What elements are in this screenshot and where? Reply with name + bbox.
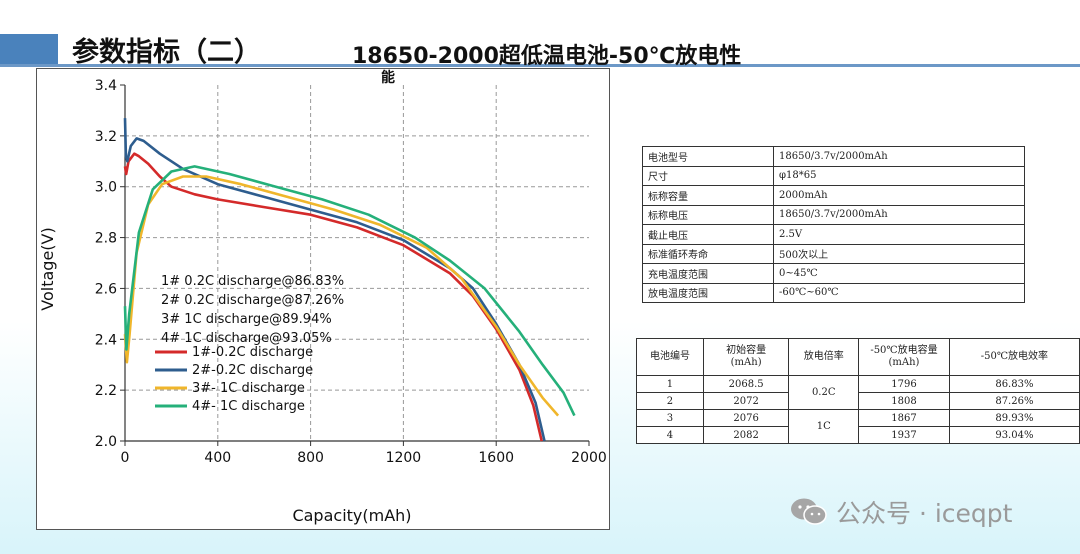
capacity-cell: 1796: [858, 375, 950, 393]
chart-heading: 18650-2000超低温电池-50℃放电性: [352, 44, 742, 69]
spec-row: 尺寸 φ18*65: [642, 165, 1025, 186]
annotation-4: 4# 1C discharge@93.05%: [161, 331, 332, 346]
spec-key: 截止电压: [642, 224, 774, 245]
watermark-text: 公众号 · iceqpt: [836, 499, 1013, 528]
spec-value: 2000mAh: [773, 185, 1025, 206]
x-tick-label: 400: [204, 450, 231, 466]
capacity-rate: 1C: [788, 409, 860, 444]
title-accent-bar: [0, 34, 58, 64]
capacity-header: -50℃放电容量 (mAh): [858, 338, 950, 376]
capacity-header: 放电倍率: [788, 338, 860, 376]
spec-key: 放电温度范围: [642, 282, 774, 303]
x-tick-label: 1600: [478, 450, 514, 466]
x-axis-label: Capacity(mAh): [292, 506, 411, 525]
capacity-cell: 1937: [858, 426, 950, 444]
spec-key: 尺寸: [642, 165, 774, 186]
annotation-3: 3# 1C discharge@89.94%: [161, 312, 332, 327]
capacity-cell: 2076: [702, 409, 790, 427]
capacity-cell: 86.83%: [948, 375, 1080, 393]
spec-value: 0~45℃: [773, 263, 1025, 284]
spec-row: 截止电压 2.5V: [642, 224, 1025, 245]
series-line-4: [123, 165, 576, 417]
y-tick-label: 2.4: [95, 332, 117, 348]
discharge-chart-frame: 0 400 800 1200 1600 2000 2.0 2.2 2.4 2.6 2.8 3.0 3.2…: [36, 68, 610, 530]
capacity-cell: 87.26%: [948, 392, 1080, 410]
y-tick-label: 3.4: [95, 78, 117, 94]
spec-value: -60℃~60℃: [773, 282, 1025, 303]
series-line-1: [123, 152, 543, 442]
capacity-row: 3 2076 1C 1867 89.93%: [636, 409, 1080, 444]
chart-heading-tail: 能: [381, 69, 395, 86]
capacity-header: 初始容量 (mAh): [702, 338, 790, 376]
capacity-cell: 2: [636, 392, 704, 410]
title-rule: [0, 64, 1080, 67]
capacity-cell: 89.93%: [948, 409, 1080, 427]
x-tick-label: 1200: [386, 450, 422, 466]
y-axis-label: Voltage(V): [38, 227, 57, 310]
capacity-cell: 1867: [858, 409, 950, 427]
capacity-row: 4 2082 1937 93.04%: [636, 426, 1080, 444]
watermark: 公众号 · iceqpt: [790, 494, 1012, 530]
capacity-cell: 93.04%: [948, 426, 1080, 444]
capacity-header: -50℃放电效率: [948, 338, 1080, 376]
spec-key: 标准循环寿命: [642, 243, 774, 264]
capacity-cell: 2082: [702, 426, 790, 444]
y-tick-label: 3.2: [95, 129, 117, 145]
spec-row: 充电温度范围 0~45℃: [642, 263, 1025, 284]
chart-annotations: 1# 0.2C discharge@86.83% 2# 0.2C discharg…: [161, 274, 344, 346]
annotation-2: 2# 0.2C discharge@87.26%: [161, 293, 344, 308]
capacity-rate: 0.2C: [788, 375, 860, 410]
capacity-header: 电池编号: [636, 338, 704, 376]
y-tick-label: 2.8: [95, 231, 117, 247]
x-tick-label: 2000: [571, 450, 607, 466]
y-tick-label: 2.0: [95, 434, 117, 450]
x-tick-label: 800: [297, 450, 324, 466]
capacity-row: 1 2068.5 0.2C 1796 86.83%: [636, 375, 1080, 410]
spec-row: 放电温度范围 -60℃~60℃: [642, 282, 1025, 303]
legend-label-1: 1#-0.2C discharge: [192, 345, 313, 360]
spec-value: 18650/3.7v/2000mAh: [773, 146, 1025, 167]
y-tick-label: 2.2: [95, 383, 117, 399]
spec-value: 2.5V: [773, 224, 1025, 245]
spec-key: 标称电压: [642, 204, 774, 225]
annotation-1: 1# 0.2C discharge@86.83%: [161, 274, 344, 289]
spec-row: 标准循环寿命 500次以上: [642, 243, 1025, 264]
spec-key: 充电温度范围: [642, 263, 774, 284]
y-tick-label: 3.0: [95, 180, 117, 196]
chart-series: [123, 118, 576, 442]
x-tick-label: 0: [121, 450, 130, 466]
series-line-2: [123, 118, 546, 442]
capacity-cell: 3: [636, 409, 704, 427]
spec-value: 500次以上: [773, 243, 1025, 264]
capacity-cell: 2068.5: [702, 375, 790, 393]
spec-value: 18650/3.7v/2000mAh: [773, 204, 1025, 225]
capacity-cell: 1808: [858, 392, 950, 410]
chart-ticks: 0 400 800 1200 1600 2000 2.0 2.2 2.4 2.6 2.8 3.0 3.2…: [95, 78, 607, 466]
capacity-table: 电池编号 初始容量 (mAh) 放电倍率 -50℃放电容量 (mAh) -50℃放电效率 1…: [636, 338, 1080, 444]
capacity-cell: 4: [636, 426, 704, 444]
chart-grid: [125, 85, 589, 441]
y-tick-label: 2.6: [95, 281, 117, 297]
spec-value: φ18*65: [773, 165, 1025, 186]
legend-label-3: 3#- 1C discharge: [192, 381, 305, 396]
chart-legend: 1#-0.2C discharge 2#-0.2C discharge 3#- 1C…: [155, 345, 313, 414]
page-title: 参数指标（二）: [72, 37, 261, 68]
wechat-icon: [791, 498, 827, 525]
spec-key: 电池型号: [642, 146, 774, 167]
spec-key: 标称容量: [642, 185, 774, 206]
spec-table: 电池型号 18650/3.7v/2000mAh 尺寸 φ18*65 标称容量 2000mA…: [642, 146, 1025, 303]
spec-row: 标称容量 2000mAh: [642, 185, 1025, 206]
legend-label-4: 4#- 1C discharge: [192, 399, 305, 414]
capacity-row: 2 2072 1808 87.26%: [636, 392, 1080, 410]
spec-row: 标称电压 18650/3.7v/2000mAh: [642, 204, 1025, 225]
capacity-cell: 1: [636, 375, 704, 393]
discharge-chart: 0 400 800 1200 1600 2000 2.0 2.2 2.4 2.6 2.8 3.0 3.2…: [38, 69, 607, 525]
legend-label-2: 2#-0.2C discharge: [192, 363, 313, 378]
capacity-cell: 2072: [702, 392, 790, 410]
spec-row: 电池型号 18650/3.7v/2000mAh: [642, 146, 1025, 167]
